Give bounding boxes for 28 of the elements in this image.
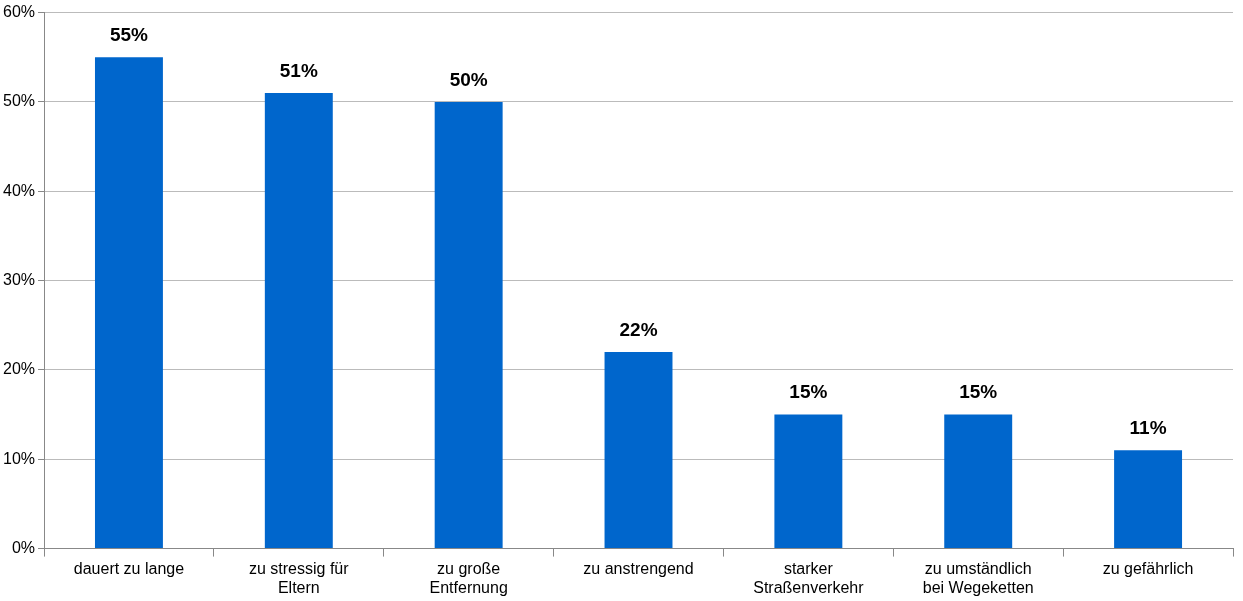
x-tick-label: starker Straßenverkehr [753,559,865,596]
y-tick-label: 50% [2,92,36,110]
bar [774,414,843,549]
x-tick-label: zu große Entfernung [429,559,508,596]
data-label: 15% [959,381,998,403]
y-tick-label: 30% [2,271,36,289]
bar [264,93,333,549]
x-tick-label: zu anstrengend [583,559,694,577]
y-tick-label: 0% [11,539,36,557]
data-label: 22% [619,318,658,340]
data-label: 50% [449,68,488,90]
bar [604,352,673,549]
x-tick-label: zu umständlich bei Wegeketten [922,559,1034,596]
y-tick-label: 10% [2,449,36,467]
bar [1114,450,1183,549]
y-tick-label: 40% [2,181,36,199]
data-label: 15% [789,381,828,403]
data-label: 11% [1129,417,1167,439]
y-tick-label: 60% [2,3,36,21]
x-tick-label: dauert zu lange [73,559,185,577]
bar [94,57,163,549]
bar [944,414,1013,549]
x-tick-label: zu gefährlich [1102,559,1194,577]
bar [434,101,503,549]
y-tick-label: 20% [2,360,36,378]
data-label: 51% [279,59,318,81]
x-tick-label: zu stressig für Eltern [249,559,350,596]
data-label: 55% [109,24,149,45]
